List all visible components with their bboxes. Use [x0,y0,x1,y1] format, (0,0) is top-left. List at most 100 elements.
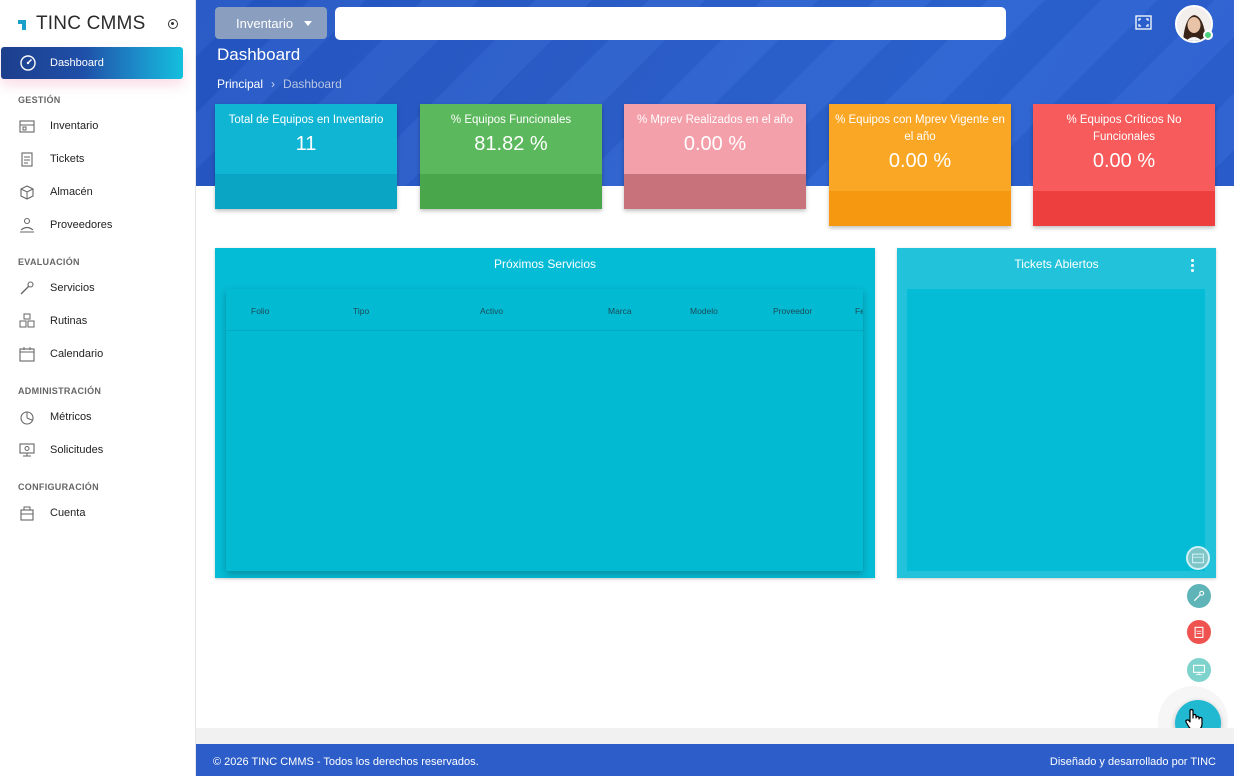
inventory-icon [19,120,35,133]
sidebar-item-proveedores[interactable]: Proveedores [18,214,188,236]
stat-card-mprev-vigente[interactable]: % Equipos con Mprev Vigente en el año 0.… [829,104,1011,226]
sidebar-item-label: Cuenta [50,507,86,519]
section-administracion: ADMINISTRACIÓN [18,386,102,396]
breadcrumb-separator: › [271,77,276,91]
section-gestion: GESTIÓN [18,95,61,105]
footer-copyright: © 2026 TINC CMMS - Todos los derechos re… [213,756,479,768]
sidebar-item-calendario[interactable]: Calendario [18,343,188,365]
sidebar-item-label: Inventario [50,120,99,132]
sidebar: TINC CMMS Dashboard GESTIÓN Inventario T… [0,0,196,776]
online-status-badge [1203,30,1213,40]
stat-caption: % Equipos Funcionales [450,114,572,126]
stat-card-funcionales[interactable]: % Equipos Funcionales 81.82 % [420,104,602,209]
proximos-servicios-panel: Próximos Servicios Folio Tipo Activo Mar… [215,248,875,578]
column-header-tipo[interactable]: Tipo [353,306,370,316]
stat-card-top: % Equipos con Mprev Vigente en el año 0.… [829,104,1011,191]
clipboard-icon [1194,626,1204,638]
sidebar-item-tickets[interactable]: Tickets [18,148,188,170]
breadcrumb: Principal › Dashboard [217,77,342,91]
stat-card-footer [829,191,1011,226]
boxes-icon [19,313,35,328]
sidebar-item-cuenta[interactable]: Cuenta [18,502,188,524]
footer-credits: Diseñado y desarrollado por TINC [1049,756,1216,768]
stat-caption: % Equipos con Mprev Vigente en el año [835,114,1005,143]
panel-title: Tickets Abiertos [1014,257,1099,271]
clipboard-icon [21,152,33,167]
stat-card-top: % Equipos Funcionales 81.82 % [420,104,602,174]
sidebar-item-dashboard[interactable]: Dashboard [1,47,183,79]
tickets-chart-area [907,289,1205,571]
panel-title: Próximos Servicios [493,257,597,271]
hand-cursor-icon [1185,708,1203,731]
sidebar-toggle-icon[interactable] [168,19,178,29]
stat-card-total-equipos[interactable]: Total de Equipos en Inventario 11 [215,104,397,209]
stat-value: 0.00 % [683,133,747,155]
stat-card-footer [215,174,397,209]
wrench-icon [1193,590,1205,602]
stat-value: 0.00 % [1092,150,1156,172]
user-photo-icon [1177,7,1211,41]
stat-card-mprev-realizados[interactable]: % Mprev Realizados en el año 0.00 % [624,104,806,209]
sidebar-item-label: Dashboard [50,57,104,69]
column-header-modelo[interactable]: Modelo [690,306,718,316]
stat-card-top: % Equipos Críticos No Funcionales 0.00 % [1033,104,1215,191]
speedometer-icon [20,55,36,71]
stat-value: 11 [295,133,317,155]
sidebar-item-label: Métricos [50,411,92,423]
request-monitor-icon [19,443,35,457]
search-input[interactable] [335,7,1006,40]
table-header: Folio Tipo Activo Marca Modelo Proveedor… [226,289,863,331]
page-title: Dashboard [217,45,301,64]
fab-servicios[interactable] [1185,582,1213,610]
column-header-activo[interactable]: Activo [480,306,504,316]
stat-caption: Total de Equipos en Inventario [228,114,384,126]
sidebar-item-label: Calendario [50,348,104,360]
supplier-icon [20,217,34,233]
sidebar-item-label: Tickets [50,153,85,165]
column-header-proveedor[interactable]: Proveedor [773,306,813,316]
fab-inventario[interactable] [1186,546,1210,570]
box-icon [20,185,34,200]
stat-card-footer [624,174,806,209]
fullscreen-icon[interactable] [1135,15,1152,30]
wrench-icon [20,281,34,295]
stat-caption: % Mprev Realizados en el año [637,114,793,126]
stat-card-top: Total de Equipos en Inventario 11 [215,104,397,174]
sidebar-item-inventario[interactable]: Inventario [18,115,188,137]
breadcrumb-root[interactable]: Principal [217,77,264,91]
sidebar-item-almacen[interactable]: Almacén [18,181,188,203]
sidebar-item-solicitudes[interactable]: Solicitudes [18,439,188,461]
brand[interactable]: TINC CMMS [18,12,145,36]
column-header-marca[interactable]: Marca [608,306,632,316]
fab-tickets[interactable] [1185,618,1213,646]
logo-icon [18,18,28,30]
sidebar-item-label: Rutinas [50,315,88,327]
request-monitor-icon [1193,664,1205,676]
pie-chart-icon [20,411,34,425]
column-header-fecha[interactable]: Fe [855,306,863,316]
stat-caption: % Equipos Críticos No Funcionales [1066,114,1182,143]
stat-value: 81.82 % [474,133,548,155]
sidebar-item-label: Servicios [50,282,95,294]
sidebar-item-servicios[interactable]: Servicios [18,277,188,299]
services-table: Folio Tipo Activo Marca Modelo Proveedor… [226,289,863,571]
more-options-icon[interactable] [1191,259,1194,272]
stat-value: 0.00 % [888,150,952,172]
stat-card-footer [420,174,602,209]
stat-card-criticos[interactable]: % Equipos Críticos No Funcionales 0.00 % [1033,104,1215,226]
sidebar-item-label: Proveedores [50,219,113,231]
column-header-folio[interactable]: Folio [251,306,270,316]
content-bottom-strip [196,728,1234,744]
sidebar-item-label: Solicitudes [50,444,104,456]
stat-card-footer [1033,191,1215,226]
account-icon [20,506,34,521]
sidebar-item-rutinas[interactable]: Rutinas [18,310,188,332]
inventory-dropdown[interactable]: Inventario [215,7,327,39]
fab-solicitudes[interactable] [1185,656,1213,684]
sidebar-item-label: Almacén [50,186,93,198]
tickets-abiertos-panel: Tickets Abiertos [897,248,1216,578]
caret-down-icon [304,21,312,26]
section-evaluacion: EVALUACIÓN [18,257,80,267]
dropdown-label: Inventario [236,15,294,31]
sidebar-item-metricos[interactable]: Métricos [18,406,188,428]
